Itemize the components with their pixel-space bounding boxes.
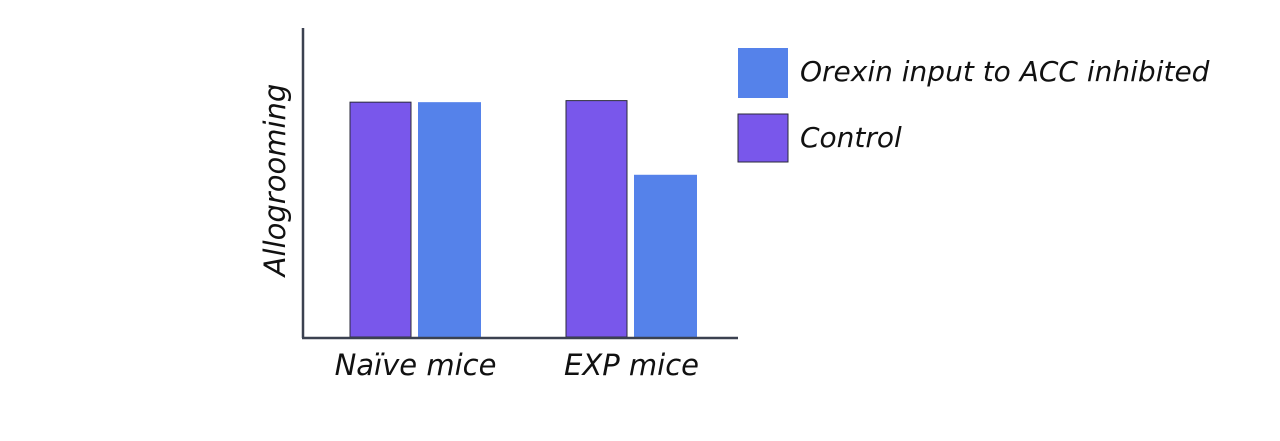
bar-control-exp — [565, 100, 628, 338]
legend-swatch-control — [737, 113, 789, 163]
legend-swatch-orexin-inhibited — [738, 48, 788, 98]
legend-label-orexin-inhibited: Orexin input to ACC inhibited — [800, 55, 1210, 88]
x-tick-label: Naïve mice — [335, 348, 497, 382]
legend-label-control: Control — [800, 121, 902, 154]
y-axis-label: Allogrooming — [258, 84, 292, 279]
legend: Orexin input to ACC inhibited Control — [737, 48, 1210, 163]
bar-control-naive — [349, 101, 412, 338]
bar-group — [349, 100, 697, 338]
bar-orexin-inhibited-exp — [634, 174, 697, 337]
bar-orexin-inhibited-naive — [418, 102, 481, 337]
x-tick-labels: Naïve mice EXP mice — [335, 348, 699, 382]
x-tick-label: EXP mice — [564, 348, 699, 382]
